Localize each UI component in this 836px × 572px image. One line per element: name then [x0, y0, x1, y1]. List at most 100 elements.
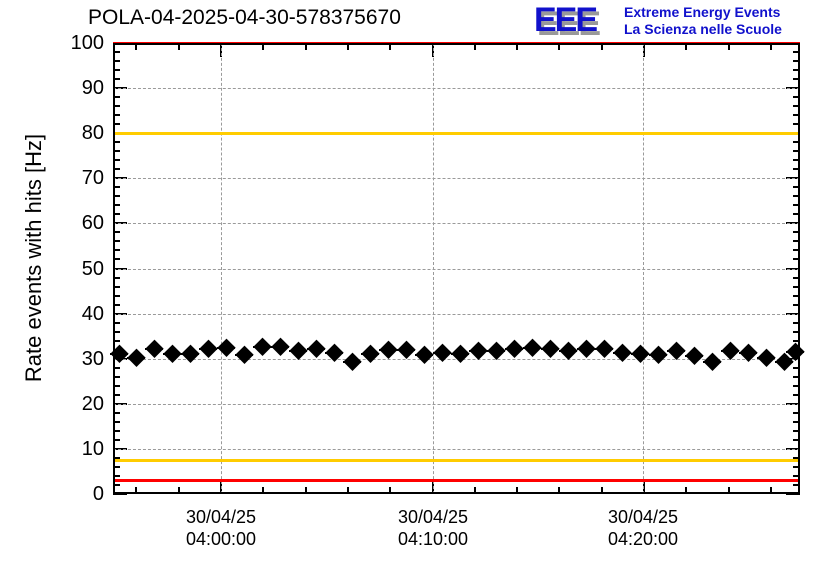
y-minor-tick — [113, 195, 120, 198]
h-gridline — [113, 268, 800, 270]
y-minor-tick — [113, 114, 120, 117]
x-minor-tick — [516, 487, 518, 494]
y-minor-tick — [793, 186, 800, 189]
lower-red-limit — [113, 478, 800, 482]
x-tick-label: 30/04/25 04:10:00 — [353, 506, 513, 550]
y-minor-tick — [793, 141, 800, 144]
x-minor-tick — [558, 487, 560, 494]
y-minor-tick — [113, 294, 120, 297]
y-minor-tick — [113, 483, 120, 486]
y-minor-tick — [793, 429, 800, 432]
y-minor-tick — [793, 321, 800, 324]
y-minor-tick — [793, 78, 800, 81]
x-tick-label-time: 04:10:00 — [397, 529, 469, 549]
h-gridline — [113, 178, 800, 180]
plot-frame — [113, 43, 800, 494]
y-minor-tick — [793, 366, 800, 369]
y-minor-tick — [793, 60, 800, 63]
y-minor-tick — [113, 204, 120, 207]
x-minor-tick — [601, 43, 603, 50]
x-minor-tick — [389, 43, 391, 50]
y-minor-tick — [113, 330, 120, 333]
y-tick-label: 10 — [81, 437, 104, 460]
x-minor-tick — [347, 487, 349, 494]
y-minor-tick — [793, 330, 800, 333]
y-minor-tick — [113, 150, 120, 153]
y-minor-tick — [113, 438, 120, 441]
y-minor-tick — [113, 465, 120, 468]
y-minor-tick — [113, 69, 120, 72]
y-minor-tick — [793, 303, 800, 306]
y-minor-tick — [793, 393, 800, 396]
y-tick-label: 0 — [92, 483, 104, 505]
y-tick-label: 50 — [81, 257, 104, 280]
h-gridline — [113, 403, 800, 405]
y-minor-tick — [113, 60, 120, 63]
y-minor-tick — [113, 231, 120, 234]
y-tick-label: 60 — [81, 212, 104, 235]
x-minor-tick — [305, 43, 307, 50]
y-minor-tick — [113, 303, 120, 306]
y-minor-tick — [793, 240, 800, 243]
y-minor-tick — [793, 474, 800, 477]
x-minor-tick — [558, 43, 560, 50]
y-minor-tick — [793, 114, 800, 117]
y-minor-tick — [113, 375, 120, 378]
v-gridline — [221, 43, 222, 494]
y-minor-tick — [793, 204, 800, 207]
x-minor-tick — [262, 487, 264, 494]
x-minor-tick — [770, 43, 772, 50]
x-tick-label: 30/04/25 04:20:00 — [563, 506, 723, 550]
x-minor-tick — [305, 487, 307, 494]
y-minor-tick — [793, 294, 800, 297]
eee-logo-text-line1: Extreme Energy Events — [624, 4, 781, 20]
y-minor-tick — [113, 285, 120, 288]
y-minor-tick — [793, 168, 800, 171]
x-minor-tick — [135, 43, 137, 50]
y-minor-tick — [113, 411, 120, 414]
y-minor-tick — [113, 78, 120, 81]
y-major-tick — [113, 493, 127, 495]
y-minor-tick — [113, 159, 120, 162]
x-minor-tick — [389, 487, 391, 494]
x-minor-tick — [601, 487, 603, 494]
x-tick-label-time: 04:20:00 — [607, 529, 679, 549]
y-minor-tick — [113, 186, 120, 189]
x-minor-tick — [178, 43, 180, 50]
y-minor-tick — [113, 366, 120, 369]
y-minor-tick — [793, 276, 800, 279]
x-minor-tick — [178, 487, 180, 494]
x-tick-label-date: 30/04/25 — [607, 507, 679, 527]
x-minor-tick — [474, 43, 476, 50]
x-tick-label: 30/04/25 04:00:00 — [141, 506, 301, 550]
eee-logo-shadow: EEE — [537, 5, 601, 43]
y-tick-label: 70 — [81, 167, 104, 190]
y-minor-tick — [793, 249, 800, 252]
y-tick-label: 90 — [81, 77, 104, 100]
x-minor-tick — [262, 43, 264, 50]
y-minor-tick — [793, 420, 800, 423]
y-minor-tick — [113, 339, 120, 342]
y-minor-tick — [113, 321, 120, 324]
y-minor-tick — [793, 438, 800, 441]
y-tick-label: 100 — [70, 32, 104, 54]
chart-title: POLA-04-2025-04-30-578375670 — [88, 6, 401, 29]
y-minor-tick — [113, 474, 120, 477]
eee-logo: EEE EEE Extreme Energy Events La Scienza… — [534, 2, 834, 42]
y-minor-tick — [793, 483, 800, 486]
y-minor-tick — [793, 231, 800, 234]
x-tick-label-time: 04:00:00 — [185, 529, 257, 549]
y-minor-tick — [793, 465, 800, 468]
y-minor-tick — [793, 213, 800, 216]
y-minor-tick — [793, 285, 800, 288]
y-minor-tick — [113, 456, 120, 459]
y-minor-tick — [113, 141, 120, 144]
y-minor-tick — [793, 69, 800, 72]
y-minor-tick — [793, 159, 800, 162]
y-minor-tick — [113, 240, 120, 243]
y-minor-tick — [113, 258, 120, 261]
y-minor-tick — [793, 51, 800, 54]
y-minor-tick — [793, 456, 800, 459]
y-minor-tick — [113, 105, 120, 108]
